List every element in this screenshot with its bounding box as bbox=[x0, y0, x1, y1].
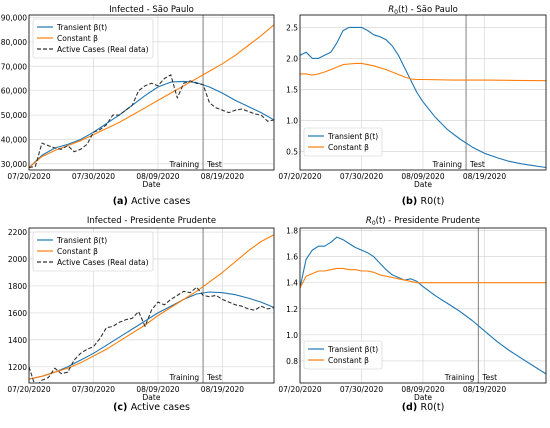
chart-panel-4: 0.8 1.0 1.2 1.4 1.6 1.8 07/20/2020 07/30/2020 08… bbox=[278, 216, 547, 413]
legend: Transient β(t) Constant β bbox=[303, 127, 383, 157]
y-tick-label: 40,000 bbox=[1, 135, 27, 144]
y-tick-label: 1.5 bbox=[286, 85, 298, 94]
legend-box bbox=[303, 340, 383, 370]
chart-panel-2: 0.5 1.0 1.5 2.0 2.5 07/20/2020 07/30/2020 08/09… bbox=[278, 5, 547, 207]
y-tick-label: 1400 bbox=[8, 336, 27, 345]
series-line-1 bbox=[29, 80, 274, 168]
y-tick-label: 30,000 bbox=[1, 160, 27, 169]
training-label: Training bbox=[168, 160, 199, 169]
y-tick-label: 1600 bbox=[8, 309, 27, 318]
series-line-1 bbox=[300, 236, 546, 375]
legend-entry: Transient β(t) bbox=[327, 132, 378, 141]
legend-entry: Constant β bbox=[57, 34, 98, 43]
y-tick-label: 1.0 bbox=[286, 331, 298, 340]
x-tick-label: 07/20/2020 bbox=[278, 172, 321, 181]
series-line-2 bbox=[300, 62, 546, 82]
legend: Transient β(t) Constant β Active Cases (Re… bbox=[32, 231, 154, 272]
y-tick-label: 1.8 bbox=[286, 227, 298, 236]
y-tick-label: 50,000 bbox=[1, 111, 27, 120]
x-tick-label: 08/19/2020 bbox=[201, 385, 244, 394]
panel-caption: (c) Active cases bbox=[113, 402, 190, 413]
test-label: Test bbox=[206, 373, 222, 382]
x-tick-label: 07/20/2020 bbox=[278, 385, 321, 394]
x-tick-label: 07/30/2020 bbox=[72, 172, 115, 181]
x-tick-label: 08/09/2020 bbox=[136, 385, 179, 394]
series-line-1 bbox=[29, 291, 274, 380]
y-tick-label: 1200 bbox=[8, 363, 27, 372]
legend-entry: Transient β(t) bbox=[56, 23, 107, 32]
y-tick-label: 0.5 bbox=[286, 147, 298, 156]
y-tick-label: 80,000 bbox=[1, 38, 27, 47]
legend-entry: Transient β(t) bbox=[56, 236, 107, 245]
series-line-1 bbox=[300, 26, 546, 169]
chart-panel-1: 30,000 40,000 50,000 60,000 70,000 80,000 90,0… bbox=[1, 5, 275, 207]
chart-title: Infected - Presidente Prudente bbox=[87, 216, 216, 226]
x-axis-label: Date bbox=[143, 180, 161, 189]
y-tick-label: 2200 bbox=[8, 228, 27, 237]
panel-caption: (b) R0(t) bbox=[402, 196, 445, 207]
test-label: Test bbox=[469, 160, 485, 169]
x-tick-label: 08/19/2020 bbox=[201, 172, 244, 181]
panel-caption: (a) Active cases bbox=[113, 196, 191, 207]
test-label: Test bbox=[481, 373, 497, 382]
x-axis-label: Date bbox=[414, 180, 432, 189]
x-tick-label: 08/09/2020 bbox=[136, 172, 179, 181]
y-tick-label: 1.6 bbox=[286, 253, 298, 262]
legend: Transient β(t) Constant β bbox=[303, 340, 383, 370]
y-tick-label: 60,000 bbox=[1, 87, 27, 96]
x-axis-label: Date bbox=[143, 393, 161, 402]
y-tick-label: 1800 bbox=[8, 282, 27, 291]
training-label: Training bbox=[168, 373, 199, 382]
x-tick-label: 07/30/2020 bbox=[340, 385, 383, 394]
y-tick-label: 1.0 bbox=[286, 116, 298, 125]
legend-entry: Transient β(t) bbox=[327, 345, 378, 354]
y-tick-label: 2000 bbox=[8, 255, 27, 264]
x-axis-label: Date bbox=[414, 393, 432, 402]
x-tick-label: 08/09/2020 bbox=[401, 172, 444, 181]
y-tick-label: 2.0 bbox=[286, 54, 298, 63]
legend-box bbox=[303, 127, 383, 157]
test-label: Test bbox=[206, 160, 222, 169]
chart-title: Infected - São Paulo bbox=[109, 5, 194, 15]
x-tick-label: 08/19/2020 bbox=[463, 385, 506, 394]
plot-frame bbox=[28, 227, 275, 384]
y-tick-label: 2.5 bbox=[286, 23, 298, 32]
y-tick-label: 90,000 bbox=[1, 13, 27, 22]
training-label: Training bbox=[444, 373, 475, 382]
legend-entry: Active Cases (Real data) bbox=[57, 45, 149, 54]
plot-frame bbox=[299, 227, 547, 384]
legend-box bbox=[32, 18, 154, 59]
x-tick-label: 07/30/2020 bbox=[340, 172, 383, 181]
series-line-2 bbox=[300, 267, 546, 289]
legend-entry: Constant β bbox=[328, 356, 369, 365]
legend-box bbox=[32, 231, 154, 272]
chart-panel-3: 1200 1400 1600 1800 2000 2200 07/20/2020 07/30/… bbox=[7, 216, 275, 413]
legend-entry: Constant β bbox=[328, 143, 369, 152]
series-line-3 bbox=[29, 74, 274, 169]
panel-caption: (d) R0(t) bbox=[402, 402, 445, 413]
plot-frame bbox=[28, 14, 275, 171]
series-line-2 bbox=[29, 24, 274, 169]
y-tick-label: 1.4 bbox=[286, 279, 298, 288]
y-tick-label: 1.2 bbox=[286, 305, 298, 314]
series-line-3 bbox=[29, 286, 274, 383]
y-tick-label: 0.8 bbox=[286, 357, 298, 366]
legend-entry: Active Cases (Real data) bbox=[57, 258, 149, 267]
x-tick-label: 07/30/2020 bbox=[72, 385, 115, 394]
x-tick-label: 07/20/2020 bbox=[7, 385, 50, 394]
x-tick-label: 07/20/2020 bbox=[7, 172, 50, 181]
legend-entry: Constant β bbox=[57, 247, 98, 256]
chart-title: R0(t) - Presidente Prudente bbox=[366, 216, 480, 227]
legend: Transient β(t) Constant β Active Cases (Re… bbox=[32, 18, 154, 59]
y-tick-label: 70,000 bbox=[1, 62, 27, 71]
plot-frame bbox=[299, 14, 547, 171]
x-tick-label: 08/09/2020 bbox=[401, 385, 444, 394]
chart-title: R0(t) - São Paulo bbox=[388, 5, 458, 16]
training-label: Training bbox=[431, 160, 462, 169]
x-tick-label: 08/19/2020 bbox=[463, 172, 506, 181]
